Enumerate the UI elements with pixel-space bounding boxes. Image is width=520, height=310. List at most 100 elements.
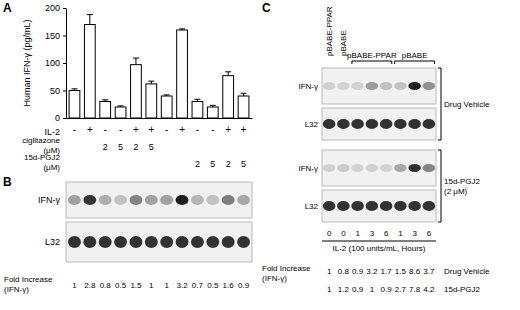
row-value: 5 <box>241 159 246 169</box>
band <box>423 164 436 172</box>
lane-hours: 3 <box>370 229 375 238</box>
fold-value: 1 <box>72 281 77 290</box>
blot-label: IFN-γ <box>298 164 318 173</box>
control-band <box>160 236 173 248</box>
control-band <box>191 236 204 248</box>
band <box>351 164 364 172</box>
fold-value: 1.5 <box>130 281 142 290</box>
row-label: ciglitazone <box>22 136 60 145</box>
tick: - <box>73 124 76 135</box>
figure: ABC050100150200-+--++-+--++IL-2Human IFN… <box>0 0 520 310</box>
group-bracket <box>352 61 392 64</box>
blot-label: L32 <box>305 202 319 211</box>
band <box>222 195 235 205</box>
tick-label: + <box>241 124 247 135</box>
tick: 0 <box>55 113 66 123</box>
tick-mark <box>63 118 66 119</box>
fold-label: Fold Increase <box>4 275 53 284</box>
error-bar <box>118 106 124 107</box>
band <box>351 82 364 90</box>
fold-value: 0.9 <box>352 267 364 276</box>
band <box>408 164 421 172</box>
tick-label: + <box>133 124 139 135</box>
tick-label: - <box>73 124 76 135</box>
fold-value: 3.2 <box>366 267 378 276</box>
band <box>366 164 379 172</box>
error-bar <box>87 15 93 25</box>
lane-hours: 0 <box>341 229 346 238</box>
panel-b: IFN-γL3212.80.80.51.5113.20.70.51.60.9Fo… <box>4 182 252 294</box>
row-value: 2 <box>195 159 200 169</box>
tick-mark <box>63 36 66 37</box>
control-band <box>222 236 235 248</box>
x-axis: -+--++-+--++ <box>67 119 253 136</box>
lane-hours: 1 <box>398 229 403 238</box>
bar <box>192 102 203 119</box>
error-bar <box>71 89 77 91</box>
tick: 200 <box>45 3 66 13</box>
fold-value: 3.2 <box>176 281 188 290</box>
lane-hours: 0 <box>327 229 332 238</box>
fold-value: 1 <box>327 285 332 294</box>
band <box>423 82 436 90</box>
control-band <box>423 119 436 129</box>
control-band <box>337 119 350 129</box>
blot-label: L32 <box>45 237 60 247</box>
group-bracket <box>395 61 435 64</box>
fold-value: 7.8 <box>409 285 421 294</box>
fold-row-label: Drug Vehicle <box>444 267 490 276</box>
blot-label: IFN-γ <box>38 195 60 205</box>
tick: - <box>211 124 214 135</box>
control-band <box>337 201 350 211</box>
band <box>206 195 219 205</box>
tick-label: 0 <box>55 113 60 123</box>
tick: + <box>225 124 231 135</box>
band <box>380 82 393 90</box>
band <box>68 195 81 205</box>
fold-value: 4.2 <box>423 285 435 294</box>
group-label: pBABE <box>402 51 428 60</box>
row-value: 5 <box>149 142 154 152</box>
fold-value: 1.5 <box>395 267 407 276</box>
row-value: 5 <box>118 142 123 152</box>
control-band <box>99 236 112 248</box>
blot <box>322 108 436 140</box>
fold-value: 0.5 <box>207 281 219 290</box>
error-bar <box>148 81 154 84</box>
tick-label: 150 <box>45 31 60 41</box>
control-band <box>129 236 142 248</box>
control-band <box>380 119 393 129</box>
x-axis-line <box>67 118 253 119</box>
fold-value: 2.7 <box>395 285 407 294</box>
fold-value: 0.9 <box>381 285 393 294</box>
band <box>160 195 173 205</box>
block-bracket <box>438 68 441 140</box>
blot <box>66 182 252 218</box>
fold-value: 0.8 <box>100 281 112 290</box>
band <box>323 82 336 90</box>
band <box>394 82 407 90</box>
bar <box>207 107 218 118</box>
fold-value: 1 <box>149 281 154 290</box>
tick: + <box>241 124 247 135</box>
band <box>129 195 142 205</box>
band <box>380 164 393 172</box>
tick-label: + <box>225 124 231 135</box>
lane-hours: 6 <box>384 229 389 238</box>
x-axis-title: IL-2 (100 units/mL, Hours) <box>333 244 426 253</box>
control-band <box>83 236 96 248</box>
fold-value: 1 <box>370 285 375 294</box>
blot <box>322 68 436 104</box>
control-band <box>380 201 393 211</box>
fold-label: (IFN-γ) <box>4 285 29 294</box>
row-value: 2 <box>103 142 108 152</box>
blot-label: IFN-γ <box>298 82 318 91</box>
tick-mark <box>63 8 66 9</box>
band <box>191 195 204 205</box>
error-bar <box>164 95 170 96</box>
blot-label: L32 <box>305 120 319 129</box>
band <box>114 195 127 205</box>
bars <box>69 15 249 118</box>
control-band <box>237 236 250 248</box>
fold-value: 0.7 <box>192 281 204 290</box>
